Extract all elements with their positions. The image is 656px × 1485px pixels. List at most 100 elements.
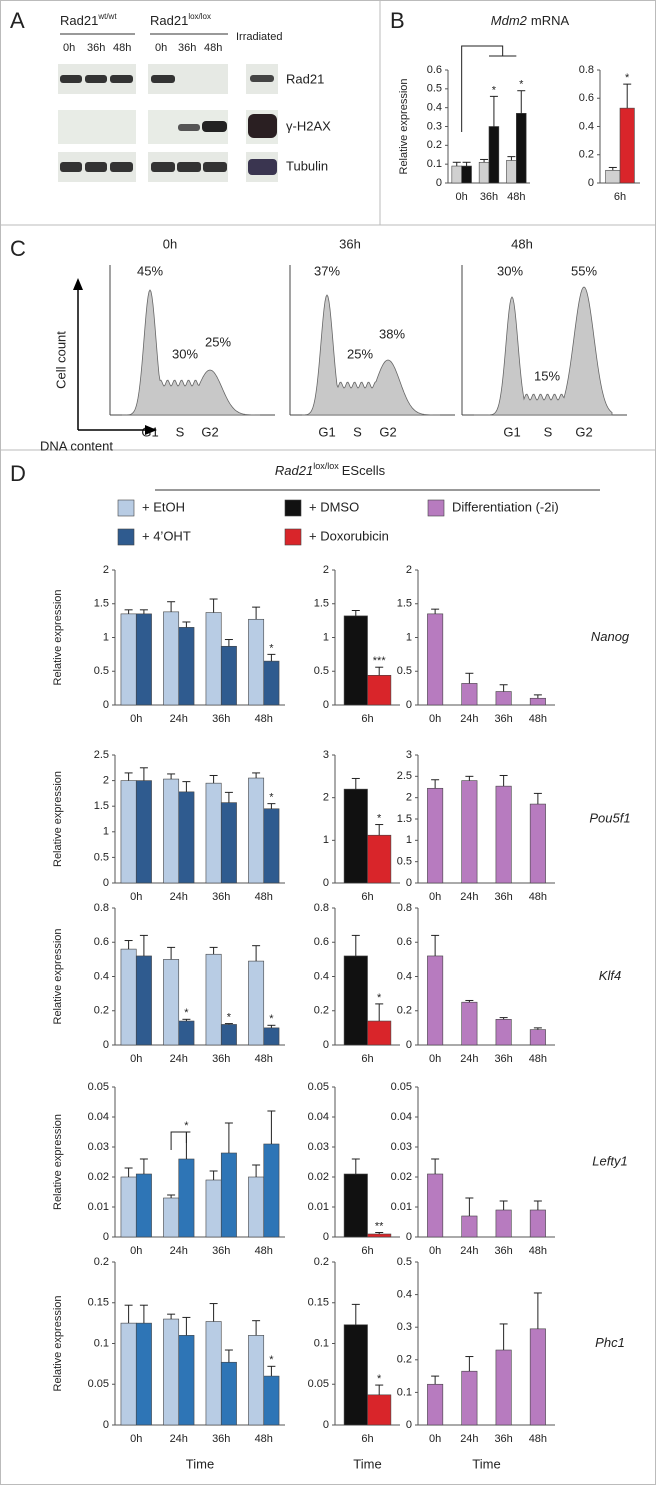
y-tick-label: 0.4: [397, 970, 412, 982]
error-bar: [351, 610, 360, 616]
error-bar: [224, 791, 233, 803]
bar: [120, 613, 137, 706]
bar: [343, 955, 368, 1046]
error-bar: [465, 999, 474, 1003]
bar: [248, 618, 265, 706]
x-tick-label: 36h: [494, 1245, 512, 1257]
y-tick-label: 0: [406, 1419, 412, 1431]
x-tick-label: 36h: [212, 891, 230, 903]
bar: [488, 126, 500, 184]
x-tick-label: 24h: [170, 713, 188, 725]
gene-label: Nanog: [591, 629, 630, 644]
peak-percent: 25%: [347, 346, 373, 361]
error-bar: [252, 945, 261, 962]
bar: [163, 1318, 180, 1426]
bar: [263, 1027, 280, 1046]
x-tick-label: 24h: [460, 713, 478, 725]
y-tick-label: 1: [103, 631, 109, 643]
bar: [619, 107, 635, 184]
y-tick-label: 0: [103, 1419, 109, 1431]
x-tick-label: 24h: [170, 891, 188, 903]
bar: [529, 803, 546, 884]
error-bar: [351, 1158, 360, 1174]
y-tick-label: 0.8: [314, 902, 329, 914]
error-bar: [499, 684, 508, 692]
y-tick-label: 3: [406, 749, 412, 761]
phase-label: S: [544, 424, 553, 439]
x-tick-label: 0h: [429, 713, 441, 725]
panel-letter: B: [390, 8, 405, 33]
y-tick-label: 0.2: [314, 1256, 329, 1268]
y-tick-label: 0.01: [391, 1201, 412, 1213]
error-bar: [489, 95, 498, 127]
arrow-head: [73, 278, 83, 290]
error-bar: [182, 781, 191, 792]
histogram: [122, 289, 260, 416]
bar: [495, 1209, 512, 1238]
x-tick-label: 48h: [529, 1053, 547, 1065]
error-bar: [431, 1158, 440, 1174]
bar: [367, 1394, 392, 1426]
y-tick-label: 2: [323, 564, 329, 576]
y-tick-label: 0.6: [397, 936, 412, 948]
band: [177, 162, 201, 172]
y-tick-label: 0.4: [579, 120, 594, 132]
histogram: [302, 294, 440, 416]
phase-label: G1: [503, 424, 520, 439]
error-bar: [608, 166, 617, 171]
y-tick-label: 0.02: [88, 1171, 109, 1183]
bar: [220, 1361, 237, 1426]
y-tick-label: 0.15: [88, 1297, 109, 1309]
bar: [427, 1173, 444, 1238]
significance: *: [269, 642, 274, 654]
y-tick-label: 0: [323, 877, 329, 889]
y-tick-label: 0: [103, 699, 109, 711]
x-tick-label: 48h: [507, 191, 525, 203]
bar: [135, 1322, 152, 1426]
error-bar: [209, 598, 218, 613]
bar: [461, 683, 478, 706]
error-bar: [139, 767, 148, 781]
error-bar: [124, 1167, 133, 1177]
x-tick-label: 0h: [456, 191, 468, 203]
error-bar: [209, 946, 218, 955]
bracket: [170, 1131, 187, 1150]
significance: *: [269, 792, 274, 804]
blot-control: Irradiated: [236, 31, 282, 43]
x-tick-label: 36h: [212, 1433, 230, 1445]
y-tick-label: 0: [406, 1231, 412, 1243]
x-tick-label: 6h: [361, 1245, 373, 1257]
bar: [205, 1179, 222, 1238]
error-bar: [431, 934, 440, 956]
error-bar: [499, 1323, 508, 1351]
blot-time: 0h: [63, 42, 75, 54]
band: [250, 75, 274, 82]
x-tick-label: 48h: [255, 891, 273, 903]
y-tick-label: 0.3: [427, 120, 442, 132]
x-axis-label: Time: [186, 1456, 214, 1471]
y-tick-label: 0.2: [397, 1005, 412, 1017]
x-axis-label: DNA content: [40, 438, 113, 453]
strip: [58, 110, 136, 144]
x-tick-label: 48h: [529, 713, 547, 725]
error-bar: [375, 1384, 384, 1395]
y-tick-label: 1.5: [314, 598, 329, 610]
error-bar: [431, 608, 440, 614]
y-axis-label: Relative expression: [52, 1296, 64, 1392]
bar: [120, 1322, 137, 1426]
y-tick-label: 2: [406, 792, 412, 804]
y-tick-label: 0.03: [308, 1141, 329, 1153]
y-tick-label: 1: [406, 631, 412, 643]
legend-label: + DMSO: [309, 499, 359, 514]
y-tick-label: 0.4: [94, 970, 109, 982]
title-gene: Mdm2: [491, 13, 528, 28]
blot-time: 48h: [204, 42, 222, 54]
y-tick-label: 0.5: [94, 851, 109, 863]
blot-group-label: Rad21lox/lox: [150, 12, 211, 28]
error-bar: [351, 777, 360, 790]
bar: [461, 780, 478, 884]
error-bar: [267, 653, 276, 662]
bar: [529, 1328, 546, 1426]
genotype: lox/lox: [313, 461, 339, 471]
